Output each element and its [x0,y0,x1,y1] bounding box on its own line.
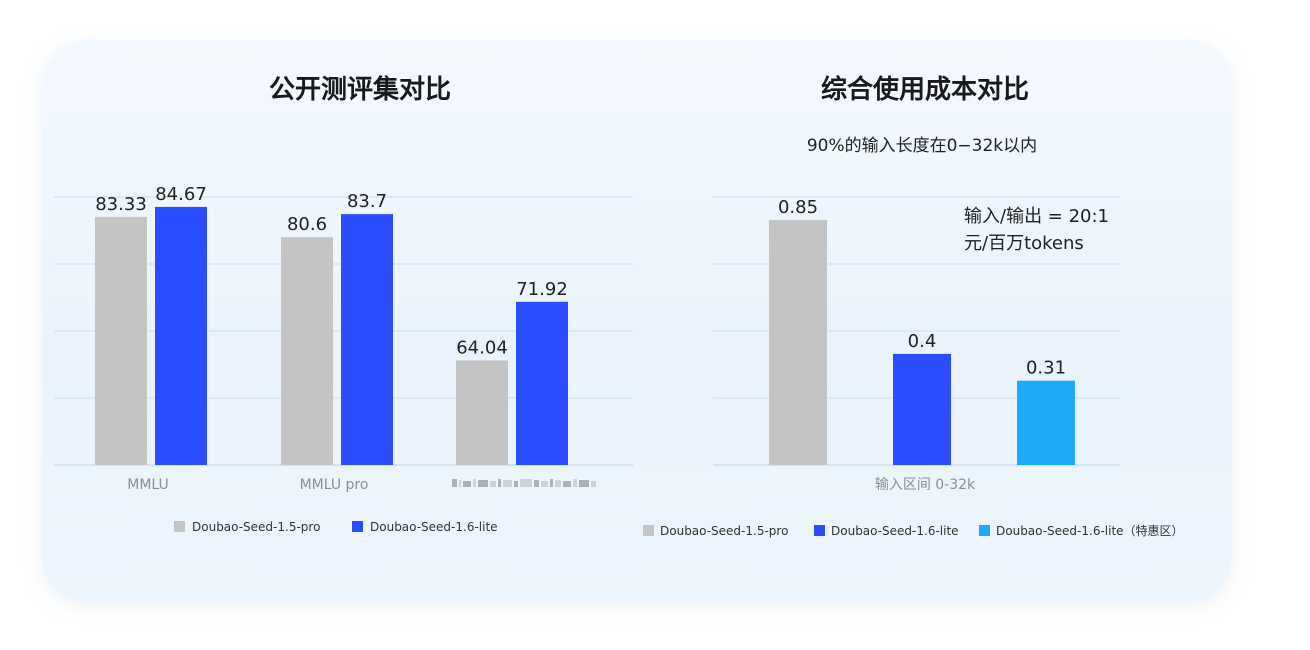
blur-stroke [520,479,532,487]
blur-stroke [459,480,461,487]
bar-value-label: 84.67 [155,184,207,205]
bar-value-label: 83.7 [347,191,387,212]
legend-swatch [814,525,825,536]
blur-stroke [573,479,577,487]
blur-stroke [473,479,476,487]
blur-stroke [550,479,553,487]
x-tick-label: MMLU [127,477,169,493]
bar-Doubao-Seed-1.6-lite（特惠区） [1017,380,1075,465]
legend-swatch [643,525,654,536]
legend-label: Doubao-Seed-1.6-lite [831,524,959,538]
bar-Doubao-Seed-1.6-lite [893,353,951,465]
bar-value-label: 0.85 [778,197,818,218]
blur-stroke [591,481,596,487]
bar-Doubao-Seed-1.6-lite-blurred [516,301,568,465]
blur-stroke [534,480,539,487]
blur-stroke [563,481,571,487]
bar-Doubao-Seed-1.6-lite-MMLU pro [341,214,393,465]
blur-stroke [514,481,518,487]
x-tick-label: MMLU pro [300,477,369,493]
blur-stroke [463,481,471,487]
blur-stroke [478,480,488,487]
legend-label: Doubao-Seed-1.6-lite [370,520,498,534]
bar-value-label: 0.4 [908,331,937,352]
bar-Doubao-Seed-1.5-pro-blurred [456,360,508,465]
bar-Doubao-Seed-1.5-pro-MMLU pro [281,237,333,465]
bar-value-label: 0.31 [1026,358,1066,379]
bar-value-label: 71.92 [516,279,568,300]
blur-stroke [503,480,512,487]
legend-label: Doubao-Seed-1.5-pro [192,520,320,534]
blur-stroke [498,479,501,487]
chart-card-background [42,40,1232,600]
blur-stroke [541,481,548,487]
blur-stroke [490,481,496,487]
bar-Doubao-Seed-1.5-pro-MMLU [95,216,147,465]
chart-subtitle-cost: 90%的输入长度在0−32k以内 [807,136,1037,156]
bar-Doubao-Seed-1.5-pro [769,219,827,465]
legend-label: Doubao-Seed-1.5-pro [660,524,788,538]
chart-title-cost: 综合使用成本对比 [821,74,1029,105]
unit-annotation: 元/百万tokens [964,233,1084,254]
legend-swatch [174,521,185,532]
bar-Doubao-Seed-1.6-lite-MMLU [155,206,207,465]
legend-swatch [979,525,990,536]
legend-swatch [352,521,363,532]
blur-stroke [452,479,457,487]
ratio-annotation: 输入/输出 = 20:1 [964,206,1109,227]
bar-value-label: 83.33 [95,194,147,215]
legend-label: Doubao-Seed-1.6-lite（特惠区） [996,523,1184,538]
chart-title-benchmarks: 公开测评集对比 [269,74,451,105]
benchmark-chart: 83.33 80.6 64.04 84.67 83.7 71.92 MMLU MMLU pro… [54,184,633,534]
cost-chart: 0.85 0.4 0.31 输入区间 0-32k Doubao-Seed-1.5-pro… [643,196,1184,538]
x-tick-label: 输入区间 0-32k [875,477,976,493]
bar-value-label: 80.6 [287,214,327,235]
bar-value-label: 64.04 [456,337,508,358]
blur-stroke [555,480,561,487]
blurred-tick-label [452,479,596,487]
blur-stroke [579,480,589,487]
